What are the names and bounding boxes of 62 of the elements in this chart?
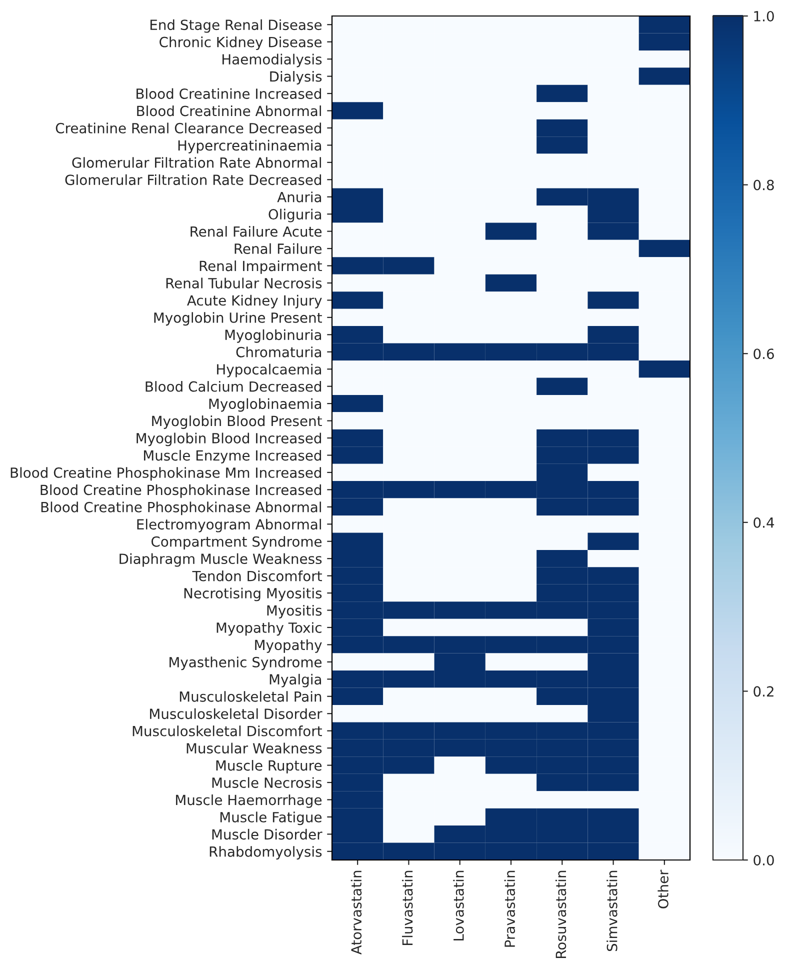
y-tick-label: Rhabdomyolysis xyxy=(210,846,322,860)
y-tick-label: Musculoskeletal Disorder xyxy=(150,708,322,720)
y-tick-label: Myalgia xyxy=(270,674,322,688)
y-tick-label: Musculoskeletal Pain xyxy=(180,691,322,702)
x-tick-label: Fluvastatin xyxy=(402,870,413,946)
y-tick-label: Diaphragm Muscle Weakness xyxy=(120,553,322,567)
y-tick-label: Blood Creatine Phosphokinase Abnormal xyxy=(41,502,321,516)
y-tick-label: Muscle Haemorrhage xyxy=(176,794,322,808)
y-tick-label: Anuria xyxy=(277,192,322,202)
y-tick-label: Electromyogram Abnormal xyxy=(137,518,321,532)
y-tick-label: Renal Failure Acute xyxy=(190,226,322,237)
x-tick-label: Other xyxy=(658,870,668,908)
y-tick-label: Muscle Enzyme Increased xyxy=(144,450,322,464)
y-tick-label: Hypocalcaemia xyxy=(217,364,322,378)
y-tick-label: Myopathy xyxy=(255,639,322,653)
y-tick-label: Renal Tubular Necrosis xyxy=(166,278,322,288)
y-tick-label: Chromaturia xyxy=(236,346,322,358)
x-tick-label: Rosuvastatin xyxy=(555,870,566,958)
x-tick-label: Atorvastatin xyxy=(350,870,362,955)
x-tick-label: Simvastatin xyxy=(606,870,618,952)
y-tick-label: Dialysis xyxy=(270,71,322,84)
y-tick-label: Haemodialysis xyxy=(222,54,322,68)
color-bar-label: 1.0 xyxy=(754,10,774,22)
color-bar-label: 0.0 xyxy=(754,854,774,866)
y-tick-label: Glomerular Filtration Rate Decreased xyxy=(65,174,322,186)
y-tick-label: Myoglobin Blood Increased xyxy=(136,432,322,446)
y-tick-label: Renal Impairment xyxy=(200,260,322,274)
y-tick-label: End Stage Renal Disease xyxy=(150,19,322,33)
y-tick-label: Blood Creatine Phosphokinase Mm Increased xyxy=(10,467,322,481)
color-bar-label: 0.8 xyxy=(754,180,774,190)
y-tick-label: Blood Creatine Phosphokinase Increased xyxy=(40,484,322,498)
y-tick-label: Myoglobinuria xyxy=(225,329,322,343)
y-tick-label: Myoglobinaemia xyxy=(209,398,322,412)
x-tick-label: Lovastatin xyxy=(453,870,464,940)
y-tick-label: Muscle Rupture xyxy=(216,760,322,774)
y-tick-label: Compartment Syndrome xyxy=(151,536,322,550)
color-bar-label: 0.2 xyxy=(754,686,774,697)
y-tick-label: Creatinine Renal Clearance Decreased xyxy=(56,122,322,134)
y-tick-label: Blood Creatinine Increased xyxy=(136,88,322,99)
y-tick-label: Glomerular Filtration Rate Abnormal xyxy=(72,157,321,168)
y-tick-label: Muscle Necrosis xyxy=(212,777,322,788)
color-bar-label: 0.6 xyxy=(754,348,774,360)
y-tick-label: Blood Calcium Decreased xyxy=(146,381,322,392)
x-tick-label: Pravastatin xyxy=(504,870,516,947)
y-tick-label: Acute Kidney Injury xyxy=(187,294,322,308)
y-tick-label: Myoglobin Urine Present xyxy=(154,312,322,326)
y-tick-label: Muscle Fatigue xyxy=(220,812,322,826)
y-tick-label: Musculoskeletal Discomfort xyxy=(132,726,322,736)
y-tick-label: Renal Failure xyxy=(234,243,322,254)
y-tick-label: Muscular Weakness xyxy=(186,742,322,754)
y-tick-label: Oliguria xyxy=(268,208,322,222)
y-tick-label: Myasthenic Syndrome xyxy=(170,656,322,670)
y-tick-label: Chronic Kidney Disease xyxy=(160,36,322,50)
y-tick-label: Myopathy Toxic xyxy=(216,622,322,636)
y-tick-label: Myositis xyxy=(267,604,322,618)
y-tick-label: Necrotising Myositis xyxy=(184,588,322,602)
y-tick-label: Myoglobin Blood Present xyxy=(152,416,322,429)
y-tick-label: Blood Creatinine Abnormal xyxy=(137,105,321,116)
y-tick-label: Tendon Discomfort xyxy=(192,570,322,582)
color-bar-label: 0.4 xyxy=(754,517,774,528)
y-tick-label: Muscle Disorder xyxy=(212,828,322,840)
y-tick-label: Hypercreatininaemia xyxy=(178,140,322,154)
